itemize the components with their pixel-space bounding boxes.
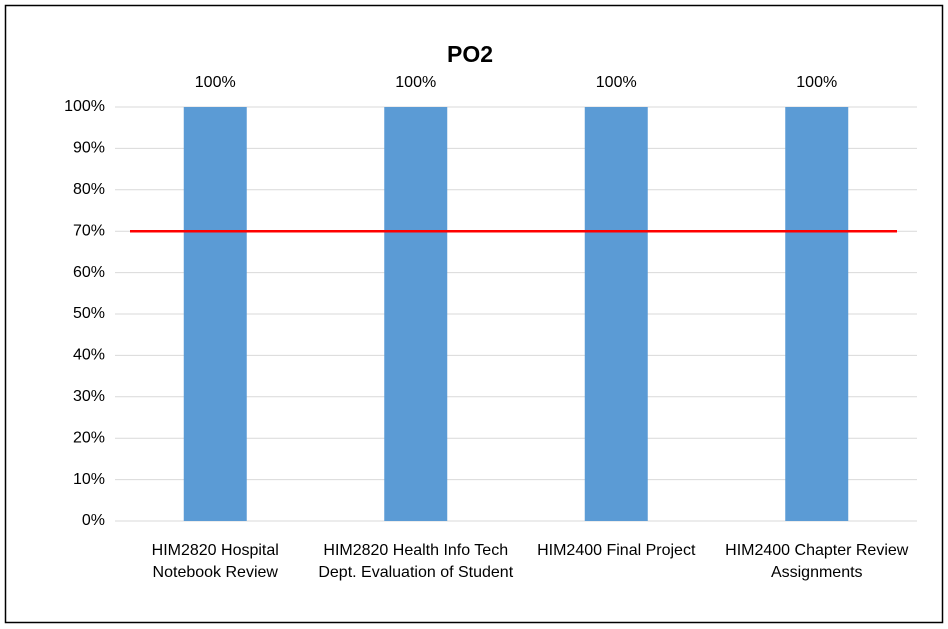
y-tick-label: 50% [73, 305, 105, 322]
y-tick-label: 20% [73, 429, 105, 446]
x-tick-label: HIM2400 Chapter Review Assignments [725, 542, 909, 581]
y-tick-label: 30% [73, 388, 105, 405]
value-label: 100% [796, 74, 837, 91]
y-tick-label: 40% [73, 347, 105, 364]
chart-title: PO2 [447, 41, 493, 67]
x-tick-label: HIM2820 Hospital Notebook Review [151, 542, 279, 581]
value-label: 100% [395, 74, 436, 91]
value-label: 100% [195, 74, 236, 91]
bar [584, 107, 648, 521]
x-tick-label: HIM2400 Final Project [537, 542, 696, 559]
y-tick-label: 60% [73, 264, 105, 281]
bar [785, 107, 849, 521]
y-tick-label: 10% [73, 471, 105, 488]
y-tick-label: 80% [73, 181, 105, 198]
y-tick-label: 100% [64, 98, 105, 115]
y-tick-label: 70% [73, 222, 105, 239]
bar [384, 107, 448, 521]
bar [183, 107, 247, 521]
value-label: 100% [596, 74, 637, 91]
y-tick-label: 90% [73, 140, 105, 157]
y-tick-label: 0% [82, 512, 105, 529]
x-tick-label: HIM2820 Health Info Tech Dept. Evaluatio… [318, 542, 514, 581]
